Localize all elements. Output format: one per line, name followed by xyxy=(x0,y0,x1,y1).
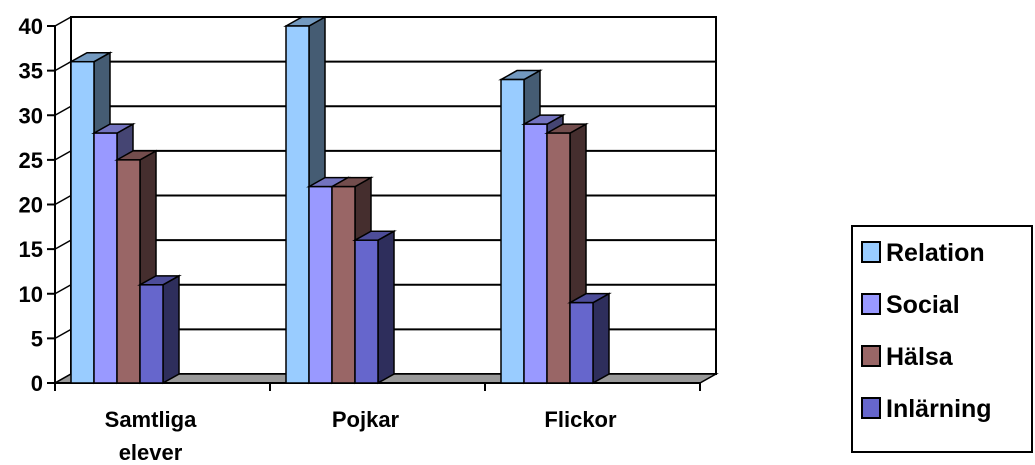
x-category-label-line: Pojkar xyxy=(332,407,400,432)
y-tick-label: 0 xyxy=(31,371,43,396)
bar-front xyxy=(546,132,571,384)
bar-front xyxy=(93,132,118,384)
x-category-label: Pojkar xyxy=(332,407,400,432)
legend-swatch xyxy=(861,293,881,315)
legend: Relation Social Hälsa Inlärning xyxy=(851,225,1033,453)
x-category-label: Flickor xyxy=(544,407,617,432)
y-tick-label: 35 xyxy=(19,59,43,84)
x-category-label-line: Flickor xyxy=(544,407,617,432)
legend-box xyxy=(851,225,1033,453)
y-axis: 0 5 10 15 20 25 30 35 40 xyxy=(19,14,56,396)
legend-item: Relation xyxy=(861,239,985,267)
bar-front xyxy=(500,78,525,384)
depth-tick xyxy=(54,150,72,161)
x-category-label-line: elever xyxy=(119,440,183,465)
depth-tick xyxy=(54,16,72,27)
depth-tick xyxy=(54,105,72,116)
y-tick-label: 30 xyxy=(19,103,43,128)
legend-label: Hälsa xyxy=(886,343,954,371)
depth-tick xyxy=(54,239,72,250)
y-tick-label: 40 xyxy=(19,14,43,39)
depth-tick xyxy=(54,328,72,340)
bar xyxy=(137,274,182,385)
y-tick-label: 15 xyxy=(19,237,43,262)
bar-front xyxy=(354,239,379,384)
y-tick-label: 20 xyxy=(19,193,43,218)
bar-front xyxy=(569,301,594,384)
legend-label: Social xyxy=(886,291,960,319)
legend-item: Inlärning xyxy=(861,395,992,423)
bar-front xyxy=(116,159,141,384)
bar-side xyxy=(377,229,395,385)
x-category-label: Samtliga elever xyxy=(105,407,197,465)
bar-front xyxy=(139,284,164,384)
legend-item: Hälsa xyxy=(861,343,954,371)
legend-swatch xyxy=(861,397,881,419)
bar xyxy=(352,229,397,385)
legend-swatch xyxy=(861,241,881,263)
bars xyxy=(68,15,612,385)
y-tick-label: 10 xyxy=(19,282,43,307)
bar-front xyxy=(285,25,310,384)
bar-side xyxy=(162,274,180,385)
legend-label: Relation xyxy=(886,239,985,267)
x-axis: Samtliga elever Pojkar Flickor xyxy=(54,382,701,465)
bar-front xyxy=(70,60,95,384)
y-tick-label: 5 xyxy=(31,326,43,351)
depth-tick xyxy=(54,60,72,72)
depth-tick xyxy=(54,284,72,295)
bar-front xyxy=(331,185,356,384)
y-tick-label: 25 xyxy=(19,148,43,173)
legend-swatch xyxy=(861,345,881,367)
bar-side xyxy=(592,292,610,385)
bar-front xyxy=(523,123,548,384)
legend-item: Social xyxy=(861,291,960,319)
bar-front xyxy=(308,185,333,384)
bar xyxy=(567,292,612,385)
depth-tick xyxy=(54,194,72,206)
x-category-label-line: Samtliga xyxy=(105,407,197,432)
legend-label: Inlärning xyxy=(886,395,992,423)
